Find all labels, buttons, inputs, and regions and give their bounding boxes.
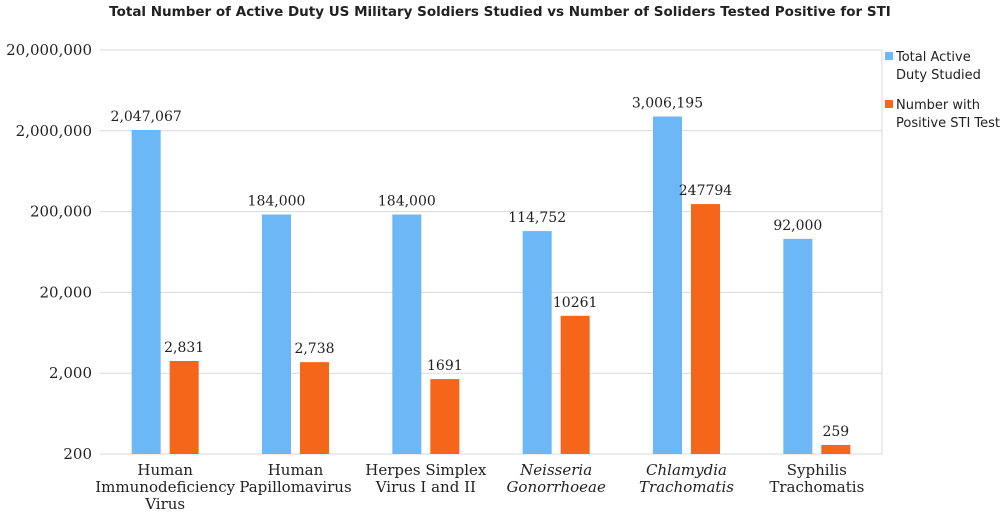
legend-label: Number with [896,98,980,113]
category-label: Virus [144,495,185,513]
legend-label: Duty Studied [896,68,981,83]
data-labels: 2,047,067 184,000 184,000 114,752 3,006,195 9… [111,95,850,439]
legend-swatch [885,52,893,60]
bar [783,238,813,454]
category-label: Syphilis [787,461,847,479]
bar [522,231,552,454]
y-tick-label: 2,000 [49,364,92,382]
data-label: 2,738 [294,341,334,357]
category-label: Trachomatis [769,478,864,496]
category-label: Trachomatis [639,478,734,496]
legend-label: Total Active [895,50,971,65]
category-label: Papillomavirus [239,478,351,496]
data-label: 3,006,195 [632,95,703,111]
category-label: Chlamydia [646,461,727,479]
bar [392,214,422,454]
category-label: Neisseria [519,461,592,479]
legend: Total Active Duty Studied Number with Posit… [885,50,1000,131]
data-label: 247794 [679,183,733,199]
category-label: Herpes Simplex [365,461,487,479]
data-label: 2,047,067 [111,109,182,125]
category-label: Immunodeficiency [95,478,235,496]
data-label: 1691 [427,358,463,374]
bar [262,214,291,454]
y-tick-label: 200 [63,445,92,463]
data-label: 92,000 [773,218,822,234]
y-tick-label: 20,000,000 [6,41,92,59]
data-label: 184,000 [378,194,436,210]
bar [300,362,329,454]
data-label: 10261 [553,295,598,311]
legend-label: Positive STI Test [896,116,1000,131]
x-axis-categories: HumanImmunodeficiencyVirusHumanPapilloma… [95,461,864,513]
data-label: 259 [822,424,849,440]
bar [821,444,851,454]
y-tick-label: 200,000 [30,203,92,221]
bar [653,116,682,454]
legend-swatch [885,100,893,108]
category-label: Human [137,461,193,479]
bar [430,379,460,454]
category-label: Virus I and II [375,478,476,496]
y-axis-ticks: 20,000,000 2,000,000 200,000 20,000 2,000 200 [6,41,92,463]
gridlines [100,49,883,455]
category-label: Gonorrhoeae [506,478,606,496]
category-label: Human [268,461,324,479]
y-tick-label: 2,000,000 [16,122,92,140]
y-tick-label: 20,000 [40,283,93,301]
bars [131,116,851,454]
bar [169,361,199,454]
data-label: 114,752 [508,210,566,226]
bar [560,315,590,454]
data-label: 2,831 [164,340,204,356]
chart-title: Total Number of Active Duty US Military … [109,4,891,20]
bar [131,129,161,454]
bar [691,204,720,454]
data-label: 184,000 [248,194,306,210]
